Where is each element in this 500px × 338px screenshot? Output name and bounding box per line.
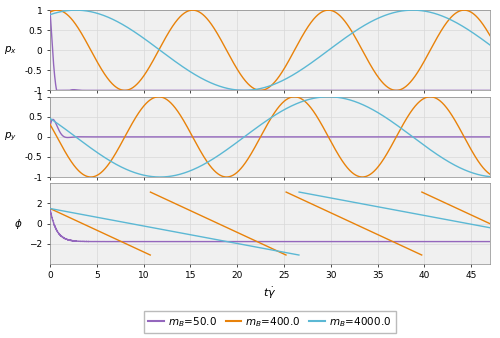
Legend: $m_B\!=\!50.0$, $m_B\!=\!400.0$, $m_B\!=\!4000.0$: $m_B\!=\!50.0$, $m_B\!=\!400.0$, $m_B\!=… [144, 311, 396, 333]
Y-axis label: $p_x$: $p_x$ [4, 44, 18, 56]
X-axis label: $t\dot{\gamma}$: $t\dot{\gamma}$ [264, 286, 276, 301]
Y-axis label: $\phi$: $\phi$ [14, 217, 22, 231]
Y-axis label: $p_y$: $p_y$ [4, 131, 18, 143]
